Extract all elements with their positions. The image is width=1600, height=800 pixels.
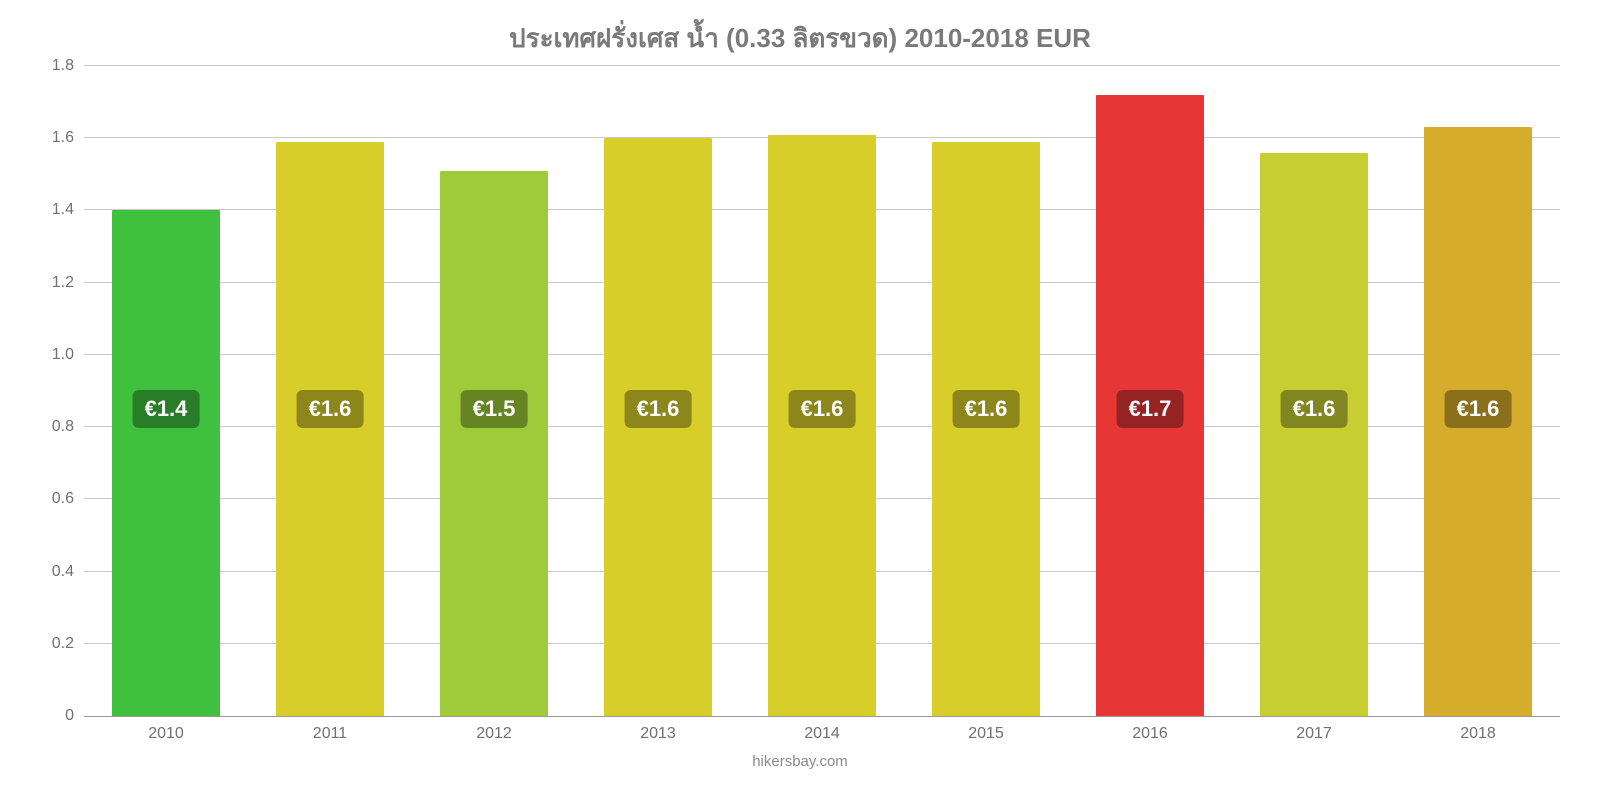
x-tick-label: 2017: [1232, 725, 1396, 743]
x-tick-label: 2018: [1396, 725, 1560, 743]
plot-area: €1.4€1.6€1.5€1.6€1.6€1.6€1.7€1.6€1.6 00.…: [84, 67, 1560, 717]
bar-slot: €1.6: [740, 67, 904, 716]
y-tick-label: 0.2: [52, 635, 84, 653]
chart-container: ประเทศฝรั่งเศส น้ำ (0.33 ลิตรขวด) 2010-2…: [0, 0, 1600, 800]
chart-title: ประเทศฝรั่งเศส น้ำ (0.33 ลิตรขวด) 2010-2…: [30, 18, 1570, 59]
y-tick-label: 1.2: [52, 274, 84, 292]
gridline: [84, 65, 1560, 66]
x-tick-label: 2014: [740, 725, 904, 743]
bar-value-label: €1.7: [1117, 390, 1184, 428]
y-tick-label: 1.0: [52, 346, 84, 364]
x-tick-label: 2010: [84, 725, 248, 743]
x-tick-label: 2013: [576, 725, 740, 743]
x-tick-label: 2015: [904, 725, 1068, 743]
y-tick-label: 0.6: [52, 490, 84, 508]
bar-slot: €1.6: [1232, 67, 1396, 716]
bar-slot: €1.4: [84, 67, 248, 716]
bar-slot: €1.6: [248, 67, 412, 716]
bar-value-label: €1.6: [1445, 390, 1512, 428]
bar: [112, 210, 220, 716]
bar-value-label: €1.6: [297, 390, 364, 428]
bar-slot: €1.6: [904, 67, 1068, 716]
bar-value-label: €1.6: [1281, 390, 1348, 428]
y-tick-label: 1.8: [52, 57, 84, 75]
x-axis: 201020112012201320142015201620172018: [84, 725, 1560, 743]
bar: [440, 171, 548, 716]
bar-slot: €1.7: [1068, 67, 1232, 716]
bar-slot: €1.5: [412, 67, 576, 716]
y-tick-label: 1.4: [52, 201, 84, 219]
bar-value-label: €1.4: [133, 390, 200, 428]
bar: [1260, 153, 1368, 716]
bar-value-label: €1.6: [953, 390, 1020, 428]
bars-layer: €1.4 €1.6 €1.5 €1.6 €1.6 €1.6 €1.7 €1.6 €1.6: [84, 67, 1560, 716]
y-tick-label: 0.4: [52, 563, 84, 581]
x-tick-label: 2012: [412, 725, 576, 743]
bar-value-label: €1.5: [461, 390, 528, 428]
x-tick-label: 2011: [248, 725, 412, 743]
bar-slot: €1.6: [1396, 67, 1560, 716]
y-tick-label: 0.8: [52, 418, 84, 436]
bar-value-label: €1.6: [789, 390, 856, 428]
y-tick-label: 0: [65, 707, 84, 725]
y-tick-label: 1.6: [52, 129, 84, 147]
bar: [276, 142, 384, 716]
bar-slot: €1.6: [576, 67, 740, 716]
attribution-text: hikersbay.com: [30, 753, 1570, 770]
bar-value-label: €1.6: [625, 390, 692, 428]
x-tick-label: 2016: [1068, 725, 1232, 743]
bar: [932, 142, 1040, 716]
